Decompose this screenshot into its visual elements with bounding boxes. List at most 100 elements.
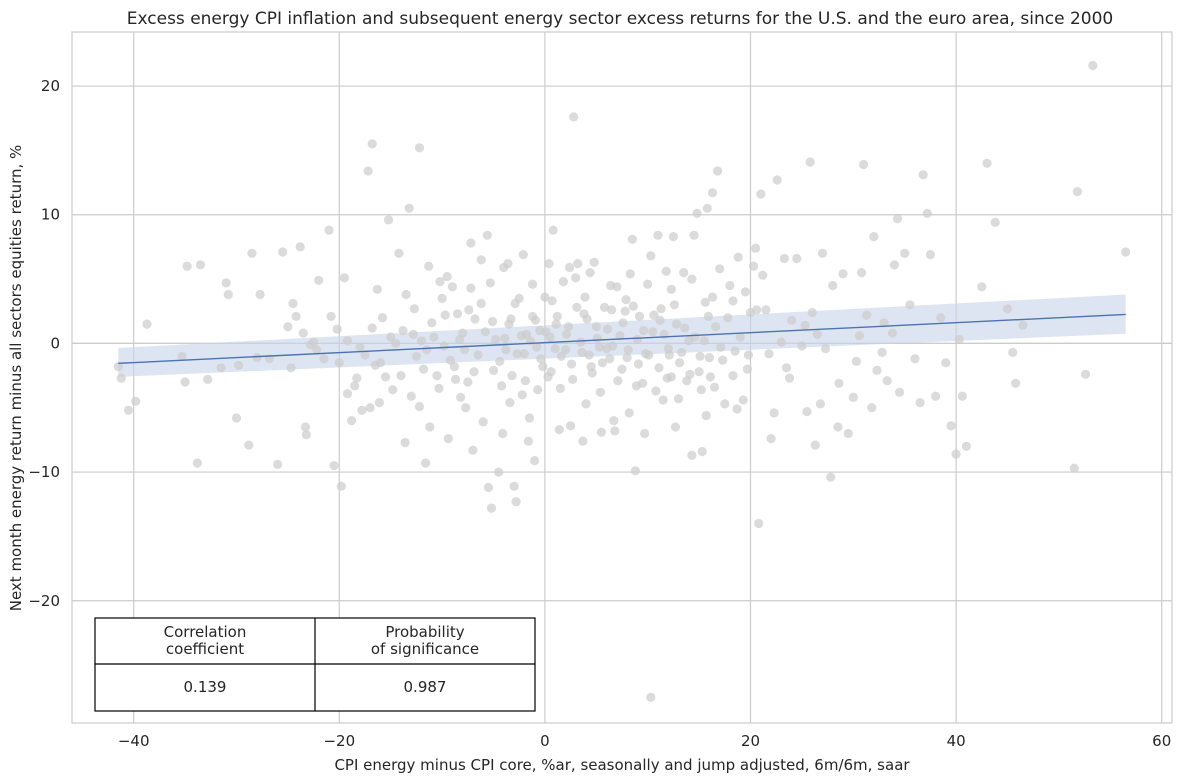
scatter-point: [781, 363, 792, 373]
scatter-point: [1011, 378, 1021, 388]
scatter-point: [664, 350, 674, 360]
scatter-point: [843, 428, 853, 439]
scatter-point: [388, 385, 398, 395]
scatter-point: [749, 261, 759, 271]
scatter-point: [461, 403, 471, 413]
scatter-point: [131, 396, 141, 406]
stats-table: Correlation coefficient Probability of s…: [94, 617, 536, 712]
scatter-point: [233, 360, 244, 370]
scatter-point: [692, 208, 702, 218]
scatter-point: [867, 403, 877, 413]
scatter-point: [696, 385, 706, 395]
scatter-point: [618, 318, 628, 328]
y-tick-label: −20: [28, 592, 60, 610]
scatter-point: [723, 313, 733, 323]
scatter-point: [742, 364, 753, 374]
scatter-point: [424, 261, 434, 271]
scatter-point: [517, 390, 527, 400]
scatter-point: [630, 466, 641, 476]
scatter-point: [384, 215, 394, 225]
scatter-point: [733, 252, 743, 262]
scatter-point: [787, 315, 797, 325]
scatter-point: [480, 327, 490, 337]
scatter-point: [668, 232, 679, 242]
scatter-point: [516, 331, 526, 341]
scatter-point: [625, 269, 635, 279]
x-tick-label: −20: [323, 732, 355, 750]
scatter-point: [805, 157, 815, 167]
scatter-point: [363, 166, 373, 176]
scatter-point: [653, 230, 663, 240]
scatter-point: [910, 354, 920, 364]
scatter-point: [421, 458, 431, 468]
scatter-point: [834, 378, 844, 388]
scatter-point: [666, 284, 676, 294]
scatter-point: [1121, 247, 1131, 257]
scatter-point: [409, 304, 419, 314]
scatter-point: [560, 345, 571, 355]
scatter-point: [862, 310, 872, 320]
scatter-point: [463, 377, 473, 387]
scatter-point: [432, 371, 442, 381]
scatter-point: [377, 313, 388, 323]
scatter-point: [443, 434, 453, 444]
scatter-point: [977, 282, 987, 292]
scatter-point: [961, 441, 972, 451]
scatter-point: [592, 333, 602, 343]
scatter-point: [142, 319, 152, 329]
scatter-point: [518, 250, 528, 260]
scatter-point: [552, 311, 562, 321]
scatter-point: [482, 230, 492, 240]
scatter-point: [192, 458, 202, 468]
scatter-point: [255, 289, 265, 300]
scatter-point: [752, 305, 762, 315]
scatter-point: [357, 405, 367, 415]
x-axis-label: CPI energy minus CPI core, %ar, seasonal…: [334, 756, 910, 774]
scatter-point: [460, 345, 470, 355]
scatter-point: [530, 455, 540, 466]
scatter-point: [544, 259, 554, 269]
scatter-point: [609, 416, 619, 426]
scatter-point: [848, 392, 858, 402]
scatter-point: [648, 327, 658, 337]
scatter-point: [427, 318, 437, 328]
scatter-point: [305, 340, 316, 350]
scatter-point: [500, 333, 510, 343]
scatter-point: [792, 253, 802, 264]
scatter-point: [580, 292, 590, 302]
scatter-point: [761, 305, 771, 315]
scatter-point: [582, 314, 592, 324]
scatter-point: [810, 440, 820, 450]
scatter-point: [936, 313, 946, 323]
scatter-point: [655, 315, 665, 325]
scatter-point: [425, 422, 435, 432]
scatter-point: [640, 428, 650, 439]
y-tick-label: 20: [41, 77, 60, 95]
scatter-point: [573, 259, 583, 269]
scatter-point: [673, 394, 684, 404]
scatter-point: [386, 332, 396, 342]
chart-title: Excess energy CPI inflation and subseque…: [127, 9, 1113, 29]
table-value-probability: 0.987: [404, 678, 447, 696]
scatter-point: [632, 334, 643, 345]
scatter-point: [203, 374, 213, 384]
scatter-point: [713, 166, 723, 176]
scatter-point: [705, 372, 716, 382]
scatter-point: [485, 278, 495, 288]
scatter-point: [756, 189, 766, 199]
scatter-point: [889, 260, 900, 270]
scatter-point: [221, 278, 231, 288]
scatter-point: [646, 692, 656, 702]
scatter-point: [671, 319, 682, 329]
scatter-point: [951, 449, 961, 459]
regression-line-path: [118, 313, 1126, 365]
x-tick-label: 40: [947, 732, 966, 750]
scatter-point: [416, 336, 427, 346]
x-tick-label: 0: [540, 732, 550, 750]
scatter-point: [566, 421, 576, 431]
scatter-point: [812, 329, 822, 339]
scatter-point: [486, 503, 496, 513]
scatter-point: [367, 323, 377, 333]
scatter-point: [954, 334, 964, 345]
scatter-point: [531, 315, 541, 325]
